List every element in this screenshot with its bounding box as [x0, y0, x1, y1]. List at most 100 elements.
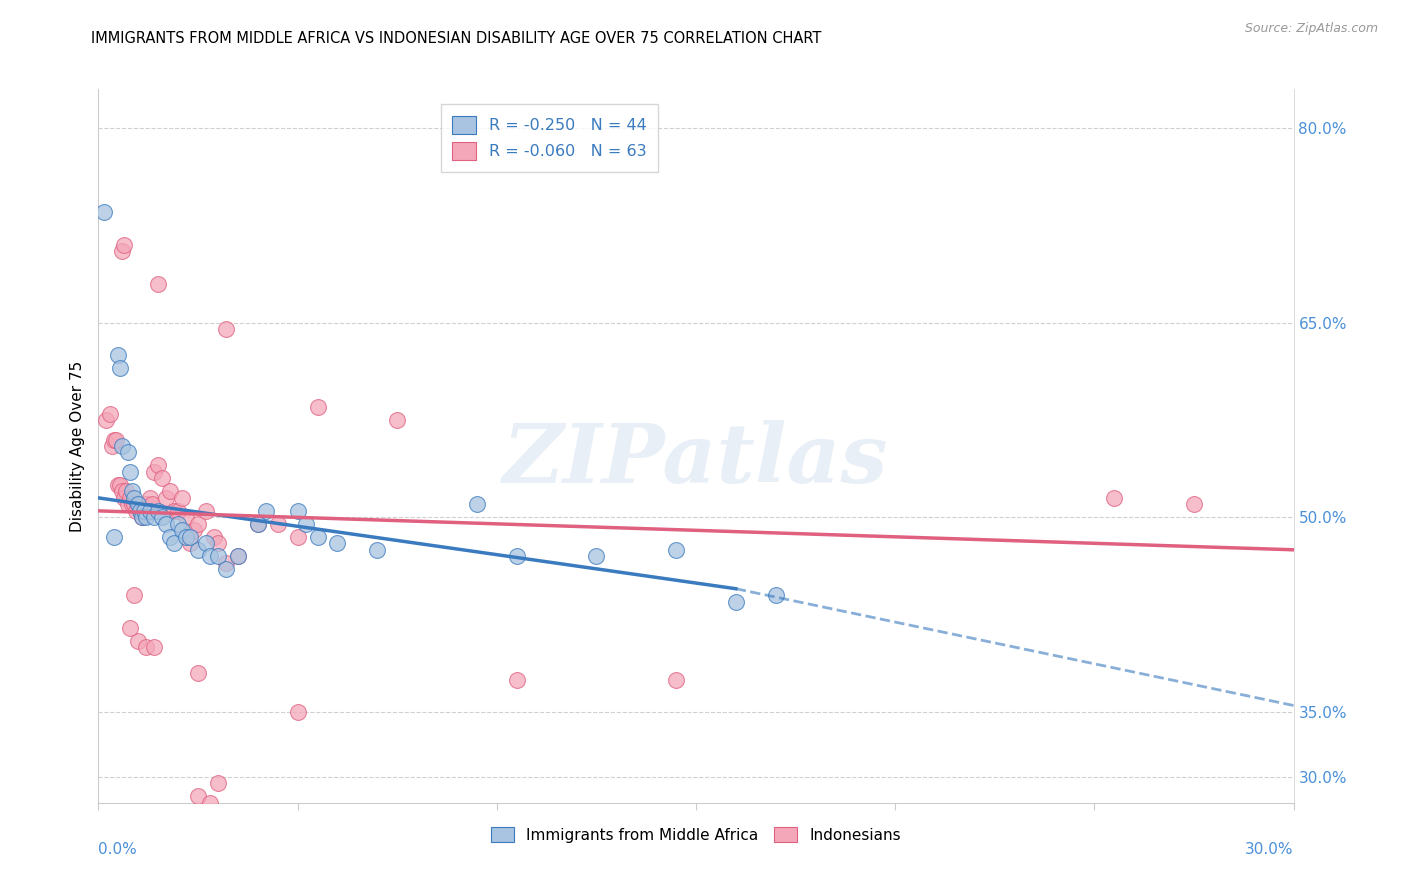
Immigrants from Middle Africa — [307, 530, 329, 544]
Indonesians — [179, 536, 201, 550]
Indonesians — [187, 516, 209, 531]
Immigrants from Middle Africa — [665, 542, 688, 557]
Indonesians — [202, 530, 225, 544]
Indonesians — [143, 640, 166, 654]
Indonesians — [110, 478, 132, 492]
Text: 30.0%: 30.0% — [1246, 842, 1294, 857]
Immigrants from Middle Africa — [148, 504, 170, 518]
Immigrants from Middle Africa — [134, 504, 156, 518]
Text: ZIPatlas: ZIPatlas — [503, 420, 889, 500]
Immigrants from Middle Africa — [103, 530, 125, 544]
Indonesians — [307, 400, 329, 414]
Indonesians — [136, 504, 159, 518]
Indonesians — [163, 504, 186, 518]
Indonesians — [111, 244, 134, 259]
Immigrants from Middle Africa — [107, 348, 129, 362]
Immigrants from Middle Africa — [110, 361, 132, 376]
Immigrants from Middle Africa — [129, 504, 152, 518]
Immigrants from Middle Africa — [226, 549, 249, 564]
Indonesians — [139, 491, 162, 505]
Indonesians — [267, 516, 290, 531]
Indonesians — [159, 484, 181, 499]
Immigrants from Middle Africa — [143, 510, 166, 524]
Indonesians — [187, 789, 209, 804]
Indonesians — [150, 471, 173, 485]
Text: IMMIGRANTS FROM MIDDLE AFRICA VS INDONESIAN DISABILITY AGE OVER 75 CORRELATION C: IMMIGRANTS FROM MIDDLE AFRICA VS INDONES… — [91, 31, 821, 46]
Indonesians — [135, 497, 157, 511]
Indonesians — [101, 439, 124, 453]
Indonesians — [143, 465, 166, 479]
Immigrants from Middle Africa — [93, 205, 115, 219]
Text: 0.0%: 0.0% — [98, 842, 138, 857]
Indonesians — [120, 491, 142, 505]
Indonesians — [172, 491, 194, 505]
Immigrants from Middle Africa — [207, 549, 229, 564]
Indonesians — [155, 491, 177, 505]
Indonesians — [1104, 491, 1126, 505]
Indonesians — [187, 666, 209, 681]
Indonesians — [287, 705, 309, 719]
Indonesians — [1182, 497, 1205, 511]
Indonesians — [120, 621, 142, 635]
Indonesians — [665, 673, 688, 687]
Immigrants from Middle Africa — [127, 497, 149, 511]
Y-axis label: Disability Age Over 75: Disability Age Over 75 — [69, 360, 84, 532]
Indonesians — [121, 497, 143, 511]
Indonesians — [385, 413, 409, 427]
Legend: Immigrants from Middle Africa, Indonesians: Immigrants from Middle Africa, Indonesia… — [485, 821, 907, 848]
Indonesians — [246, 516, 269, 531]
Immigrants from Middle Africa — [195, 536, 218, 550]
Indonesians — [103, 433, 125, 447]
Immigrants from Middle Africa — [150, 510, 173, 524]
Indonesians — [117, 497, 139, 511]
Indonesians — [148, 458, 170, 473]
Indonesians — [141, 497, 163, 511]
Indonesians — [112, 491, 135, 505]
Indonesians — [195, 504, 218, 518]
Immigrants from Middle Africa — [215, 562, 238, 576]
Immigrants from Middle Africa — [765, 588, 787, 602]
Indonesians — [198, 796, 221, 810]
Immigrants from Middle Africa — [167, 516, 190, 531]
Immigrants from Middle Africa — [139, 504, 162, 518]
Indonesians — [148, 277, 170, 291]
Indonesians — [125, 504, 148, 518]
Indonesians — [134, 504, 156, 518]
Immigrants from Middle Africa — [246, 516, 269, 531]
Indonesians — [506, 673, 529, 687]
Indonesians — [105, 433, 128, 447]
Immigrants from Middle Africa — [724, 595, 747, 609]
Immigrants from Middle Africa — [155, 516, 177, 531]
Indonesians — [111, 484, 134, 499]
Indonesians — [124, 588, 146, 602]
Immigrants from Middle Africa — [506, 549, 529, 564]
Indonesians — [112, 238, 135, 252]
Indonesians — [127, 633, 149, 648]
Immigrants from Middle Africa — [585, 549, 607, 564]
Immigrants from Middle Africa — [294, 516, 316, 531]
Indonesians — [215, 322, 238, 336]
Indonesians — [124, 497, 146, 511]
Immigrants from Middle Africa — [172, 524, 194, 538]
Indonesians — [129, 504, 152, 518]
Indonesians — [183, 524, 205, 538]
Immigrants from Middle Africa — [254, 504, 277, 518]
Indonesians — [287, 530, 309, 544]
Immigrants from Middle Africa — [179, 530, 201, 544]
Indonesians — [107, 478, 129, 492]
Immigrants from Middle Africa — [135, 510, 157, 524]
Immigrants from Middle Africa — [187, 542, 209, 557]
Immigrants from Middle Africa — [121, 484, 143, 499]
Indonesians — [98, 407, 122, 421]
Immigrants from Middle Africa — [120, 465, 142, 479]
Indonesians — [115, 484, 138, 499]
Immigrants from Middle Africa — [366, 542, 388, 557]
Immigrants from Middle Africa — [117, 445, 139, 459]
Immigrants from Middle Africa — [124, 491, 146, 505]
Immigrants from Middle Africa — [198, 549, 221, 564]
Indonesians — [135, 640, 157, 654]
Text: Source: ZipAtlas.com: Source: ZipAtlas.com — [1244, 22, 1378, 36]
Indonesians — [127, 497, 149, 511]
Indonesians — [96, 413, 118, 427]
Indonesians — [167, 504, 190, 518]
